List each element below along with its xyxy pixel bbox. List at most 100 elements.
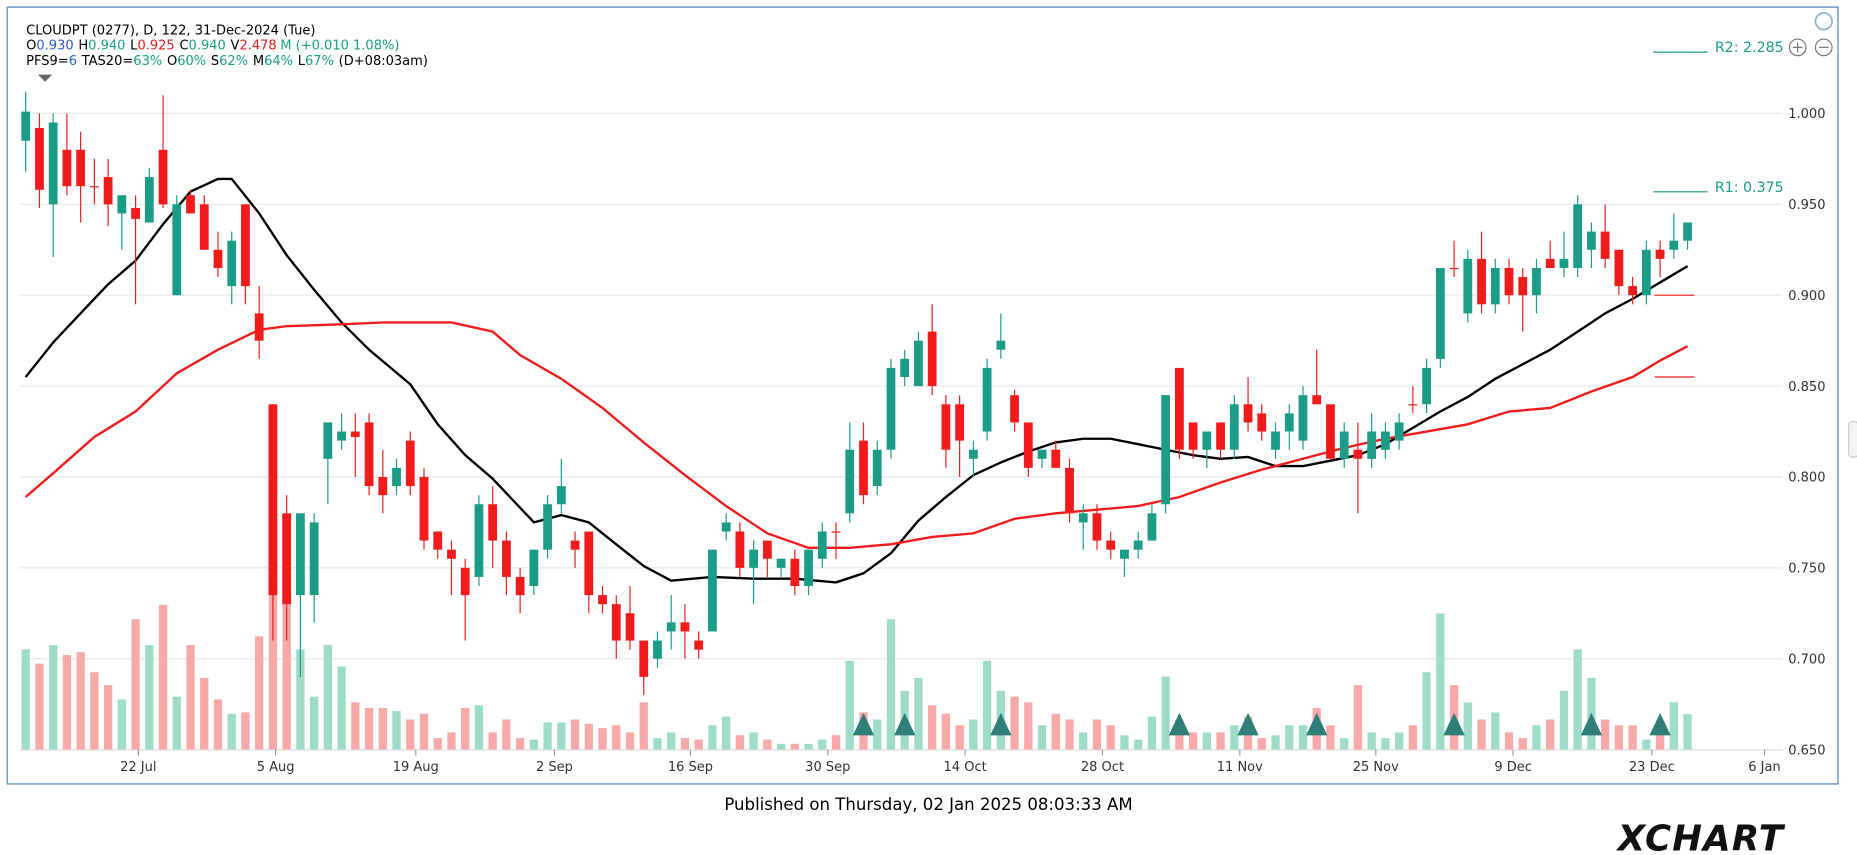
candle-body	[1147, 513, 1157, 541]
candle-body	[1339, 431, 1349, 459]
indicator-label: L	[298, 54, 306, 69]
volume-bar	[804, 743, 813, 750]
x-tick-label: 11 Nov	[1217, 760, 1263, 775]
candle-body	[996, 340, 1006, 350]
y-tick-label: 0.700	[1788, 652, 1825, 667]
volume-bar	[213, 699, 223, 750]
volume-bar	[1381, 738, 1390, 750]
volume-bar	[653, 738, 662, 750]
volume-bar	[461, 708, 470, 750]
volume-bar	[1559, 690, 1569, 750]
volume-bar	[419, 713, 429, 750]
volume-bar	[708, 725, 717, 750]
volume-bar	[1477, 719, 1486, 750]
volume-bar	[790, 743, 799, 750]
candle-body	[1394, 422, 1404, 441]
y-tick-label: 0.750	[1788, 562, 1825, 577]
candle-body	[350, 431, 360, 437]
candle-body	[900, 358, 910, 378]
volume-bar	[1147, 716, 1157, 750]
volume-bar	[735, 735, 745, 750]
candle-body	[1504, 267, 1514, 296]
quote-label: O	[26, 39, 36, 54]
volume-bar	[1340, 738, 1349, 750]
zoom-in[interactable]	[1788, 38, 1807, 57]
side-tab[interactable]	[1848, 420, 1857, 458]
volume-bar	[1655, 725, 1665, 750]
volume-bar	[1573, 649, 1582, 750]
signal-marker	[1168, 712, 1191, 736]
candle-body	[309, 522, 319, 596]
volume-bar	[667, 732, 676, 750]
candle-body	[1587, 231, 1596, 250]
indicator-value: 6	[69, 54, 77, 69]
volume-bar	[1188, 732, 1198, 750]
volume-bar	[296, 649, 305, 750]
candle-body	[1490, 267, 1500, 305]
candle-body	[1312, 395, 1322, 405]
candle-body	[653, 640, 662, 659]
candle-body	[941, 404, 951, 450]
volume-bar	[1408, 725, 1418, 750]
volume-bar	[1051, 713, 1060, 750]
candle-body	[1545, 258, 1555, 268]
candle-body	[1051, 449, 1061, 468]
candle-body	[735, 531, 745, 568]
zoom-out[interactable]	[1814, 38, 1833, 57]
candle-body	[831, 531, 841, 533]
volume-bar	[1326, 725, 1335, 750]
volume-bar	[1037, 725, 1047, 750]
logo: XCHART	[1616, 818, 1786, 855]
candle-body	[1463, 258, 1473, 314]
quote-label: H	[78, 39, 88, 54]
volume-bar	[90, 672, 99, 750]
volume-bar	[886, 619, 896, 750]
volume-bar	[873, 719, 882, 750]
published-note: Published on Thursday, 02 Jan 2025 08:03…	[724, 795, 1132, 814]
candle-body	[1518, 277, 1528, 296]
pivot-label: R2: 2.285	[1715, 40, 1784, 56]
candle-body	[598, 595, 607, 605]
volume-bar	[1298, 725, 1308, 750]
volume-bar	[241, 712, 250, 750]
volume-bar	[172, 696, 181, 750]
candle-body	[749, 549, 759, 568]
x-tick-label: 2 Sep	[536, 760, 573, 775]
candle-body	[172, 204, 182, 296]
candle-body	[103, 177, 113, 205]
candle-body	[666, 622, 676, 632]
volume-bar	[76, 652, 85, 750]
volume-bar	[255, 636, 264, 750]
volume-bar	[488, 732, 497, 750]
quote-value: 2.478	[239, 39, 276, 54]
volume-bar	[557, 722, 566, 750]
candle-body	[1477, 258, 1486, 305]
candle-body	[914, 340, 923, 387]
signal-marker	[1306, 712, 1328, 736]
candle-body	[1353, 449, 1363, 459]
dropdown-icon[interactable]	[37, 74, 53, 82]
candle-body	[447, 549, 456, 559]
volume-bar	[639, 702, 648, 750]
candle-body	[1229, 404, 1239, 450]
quote-label: C	[179, 39, 188, 54]
candle-body	[392, 467, 401, 487]
candle-body	[502, 540, 511, 577]
candle-body	[543, 504, 553, 550]
volume-bar	[1010, 696, 1019, 750]
indicator-value: 63%	[133, 54, 162, 69]
volume-bar	[1257, 738, 1266, 750]
y-tick-label: 0.900	[1788, 289, 1825, 304]
candle-body	[1174, 367, 1184, 450]
candle-body	[804, 549, 813, 587]
volume-bar	[749, 732, 758, 750]
volume-bar	[1202, 732, 1211, 750]
refresh-icon[interactable]	[1814, 12, 1833, 31]
y-tick-label: 1.000	[1788, 107, 1825, 122]
volume-bar	[227, 713, 236, 750]
candle-body	[62, 149, 72, 187]
candle-body	[1532, 267, 1541, 296]
x-tick-label: 16 Sep	[668, 760, 713, 775]
candle-body	[186, 195, 195, 214]
